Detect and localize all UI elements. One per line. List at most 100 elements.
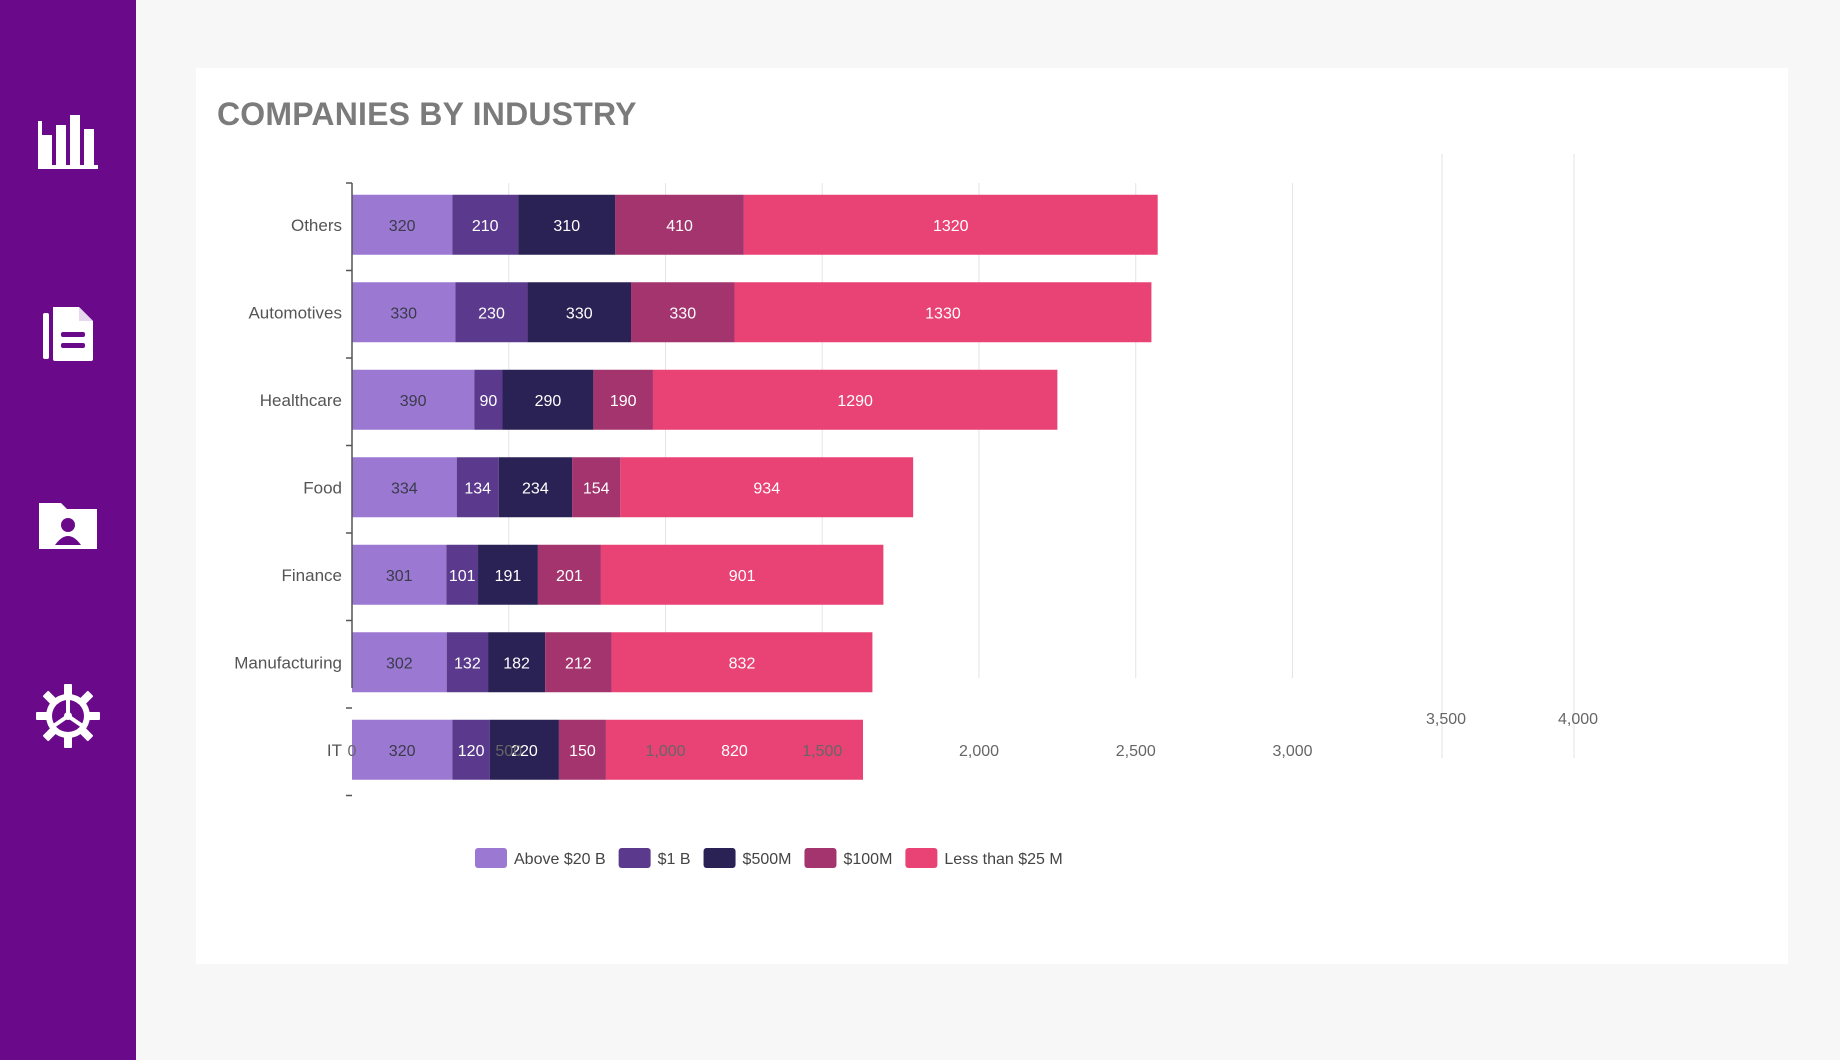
bar-segment [518, 194, 616, 255]
category-label: IT [327, 741, 342, 760]
data-label: 320 [389, 743, 416, 760]
category-label: Automotives [248, 303, 342, 322]
bar-segment [631, 282, 735, 343]
category-label: Finance [282, 566, 342, 585]
data-label: 1290 [837, 393, 873, 410]
legend-label: $100M [843, 851, 892, 868]
chart-title: COMPANIES BY INDUSTRY [217, 96, 637, 132]
bar-segment [452, 194, 519, 255]
category-label: Healthcare [260, 391, 342, 410]
document-icon [43, 307, 93, 361]
data-label: 330 [390, 305, 417, 322]
data-label: 154 [583, 480, 610, 497]
data-label: 234 [522, 480, 549, 497]
legend-label: Above $20 B [514, 851, 606, 868]
bar-segment [527, 282, 632, 343]
data-label: 150 [569, 743, 596, 760]
bar-segment [352, 719, 453, 780]
bar-segment [545, 632, 612, 693]
data-label: 201 [556, 568, 583, 585]
category-label: Manufacturing [234, 653, 342, 672]
bar-segment [455, 282, 528, 343]
x-tick-label: 4,000 [1558, 711, 1598, 728]
bar-segment [615, 194, 744, 255]
data-label: 820 [721, 743, 748, 760]
data-label: 220 [511, 743, 538, 760]
data-label: 190 [610, 393, 637, 410]
data-label: 901 [729, 568, 756, 585]
category-label: Others [291, 216, 342, 235]
legend-label: $1 B [658, 851, 691, 868]
data-label: 334 [391, 480, 418, 497]
data-label: 182 [503, 655, 530, 672]
nav-dashboard[interactable] [30, 104, 106, 180]
legend-label: Less than $25 M [944, 851, 1062, 868]
x-tick-label: 500 [495, 743, 522, 760]
legend-swatch [804, 848, 837, 868]
x-tick-label: 0 [348, 743, 357, 760]
bar-segment [605, 719, 864, 780]
x-tick-label: 1,000 [645, 743, 685, 760]
bar-segment [572, 457, 621, 518]
data-label: 134 [464, 480, 491, 497]
data-label: 212 [565, 655, 592, 672]
bar-chart-icon [38, 115, 98, 169]
bar-segment [452, 719, 490, 780]
legend-swatch [905, 848, 938, 868]
data-label: 310 [553, 218, 580, 235]
data-label: 191 [495, 568, 522, 585]
data-label: 101 [449, 568, 476, 585]
sidebar [0, 0, 136, 1060]
data-label: 90 [479, 393, 497, 410]
data-label: 1320 [933, 218, 969, 235]
data-label: 410 [666, 218, 693, 235]
bar-segment [489, 719, 559, 780]
bar-segment [611, 632, 873, 693]
data-label: 320 [389, 218, 416, 235]
bar-segment [352, 544, 447, 605]
data-label: 330 [669, 305, 696, 322]
bar-segment [352, 457, 457, 518]
bar-segment [352, 632, 447, 693]
data-label: 120 [458, 743, 485, 760]
legend-label: $500M [743, 851, 792, 868]
contact-folder-icon [39, 503, 97, 549]
bar-segment [498, 457, 573, 518]
bar-segment [593, 369, 653, 430]
data-label: 210 [472, 218, 499, 235]
x-tick-label: 2,500 [1116, 743, 1156, 760]
data-label: 330 [566, 305, 593, 322]
nav-settings[interactable] [30, 678, 106, 754]
nav-reports[interactable] [30, 296, 106, 372]
bar-segment [558, 719, 606, 780]
bar-segment [446, 544, 479, 605]
data-label: 301 [386, 568, 413, 585]
bar-segment [352, 369, 475, 430]
legend-swatch [703, 848, 736, 868]
x-tick-label: 2,000 [959, 743, 999, 760]
bar-segment [652, 369, 1058, 430]
bar-segment [743, 194, 1158, 255]
bar-segment [502, 369, 594, 430]
bar-segment [488, 632, 546, 693]
legend-swatch [475, 848, 507, 868]
bar-segment [600, 544, 884, 605]
category-label: Food [303, 478, 342, 497]
bar-segment [352, 282, 456, 343]
bar-segment [474, 369, 503, 430]
data-label: 230 [478, 305, 505, 322]
bar-segment [620, 457, 914, 518]
bar-segment [446, 632, 489, 693]
x-tick-label: 1,500 [802, 743, 842, 760]
bar-segment [537, 544, 601, 605]
data-label: 132 [454, 655, 481, 672]
data-label: 302 [386, 655, 413, 672]
bar-segment [352, 194, 453, 255]
data-label: 390 [400, 393, 427, 410]
nav-contacts[interactable] [30, 484, 106, 560]
data-label: 1330 [925, 305, 961, 322]
bar-segment [456, 457, 499, 518]
data-label: 934 [753, 480, 780, 497]
